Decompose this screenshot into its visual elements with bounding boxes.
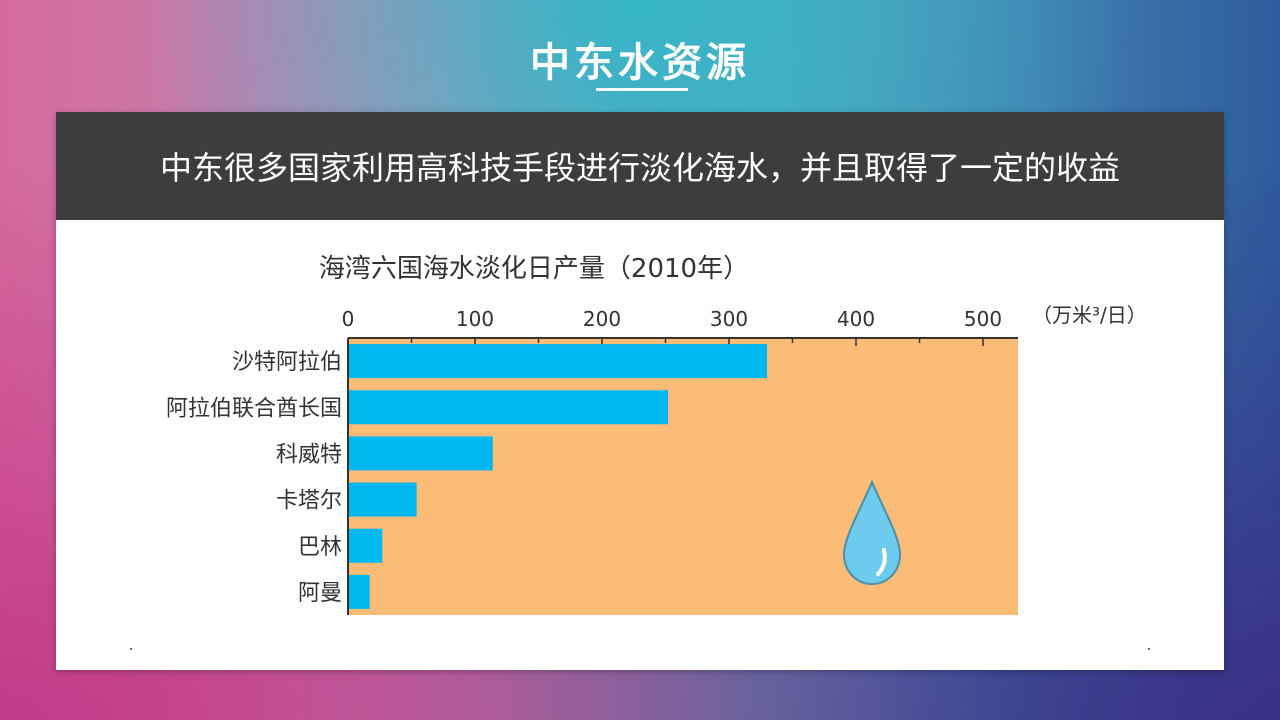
plot-area — [348, 338, 1018, 615]
category-label: 沙特阿拉伯 — [232, 350, 342, 375]
bars — [349, 344, 768, 609]
x-tick-label: 200 — [583, 307, 621, 331]
bar — [349, 436, 493, 471]
x-axis: 0 100 200 300 400 500 — [342, 307, 1002, 346]
x-tick-label: 0 — [342, 307, 355, 331]
bar — [349, 482, 417, 517]
corner-dot-right — [1148, 648, 1150, 650]
title-underline — [596, 88, 688, 91]
x-tick-label: 500 — [964, 307, 1002, 331]
x-tick-label: 300 — [710, 307, 748, 331]
category-label: 阿曼 — [298, 581, 342, 606]
category-label: 卡塔尔 — [276, 489, 342, 514]
corner-dot-left — [130, 648, 132, 650]
bar — [349, 528, 383, 563]
chart: 海湾六国海水淡化日产量（2010年） （万米³/日） 0 100 200 300 400… — [166, 254, 1147, 615]
category-label: 阿拉伯联合酋长国 — [166, 396, 342, 421]
chart-title: 海湾六国海水淡化日产量（2010年） — [319, 254, 749, 284]
category-label: 巴林 — [298, 535, 342, 560]
x-tick-label: 100 — [456, 307, 494, 331]
water-drop-highlight — [876, 548, 887, 576]
bar — [349, 344, 768, 379]
x-tick-label: 400 — [837, 307, 875, 331]
content-panel: 中东很多国家利用高科技手段进行淡化海水，并且取得了一定的收益 海湾六国海水淡化日… — [56, 112, 1224, 670]
water-drop-icon — [842, 479, 902, 586]
bar — [349, 390, 669, 425]
unit-label: （万米³/日） — [1032, 303, 1147, 327]
slide-title: 中东水资源 — [530, 40, 750, 86]
banner: 中东很多国家利用高科技手段进行淡化海水，并且取得了一定的收益 — [56, 112, 1224, 220]
bar — [349, 574, 370, 609]
category-label: 科威特 — [276, 442, 342, 467]
